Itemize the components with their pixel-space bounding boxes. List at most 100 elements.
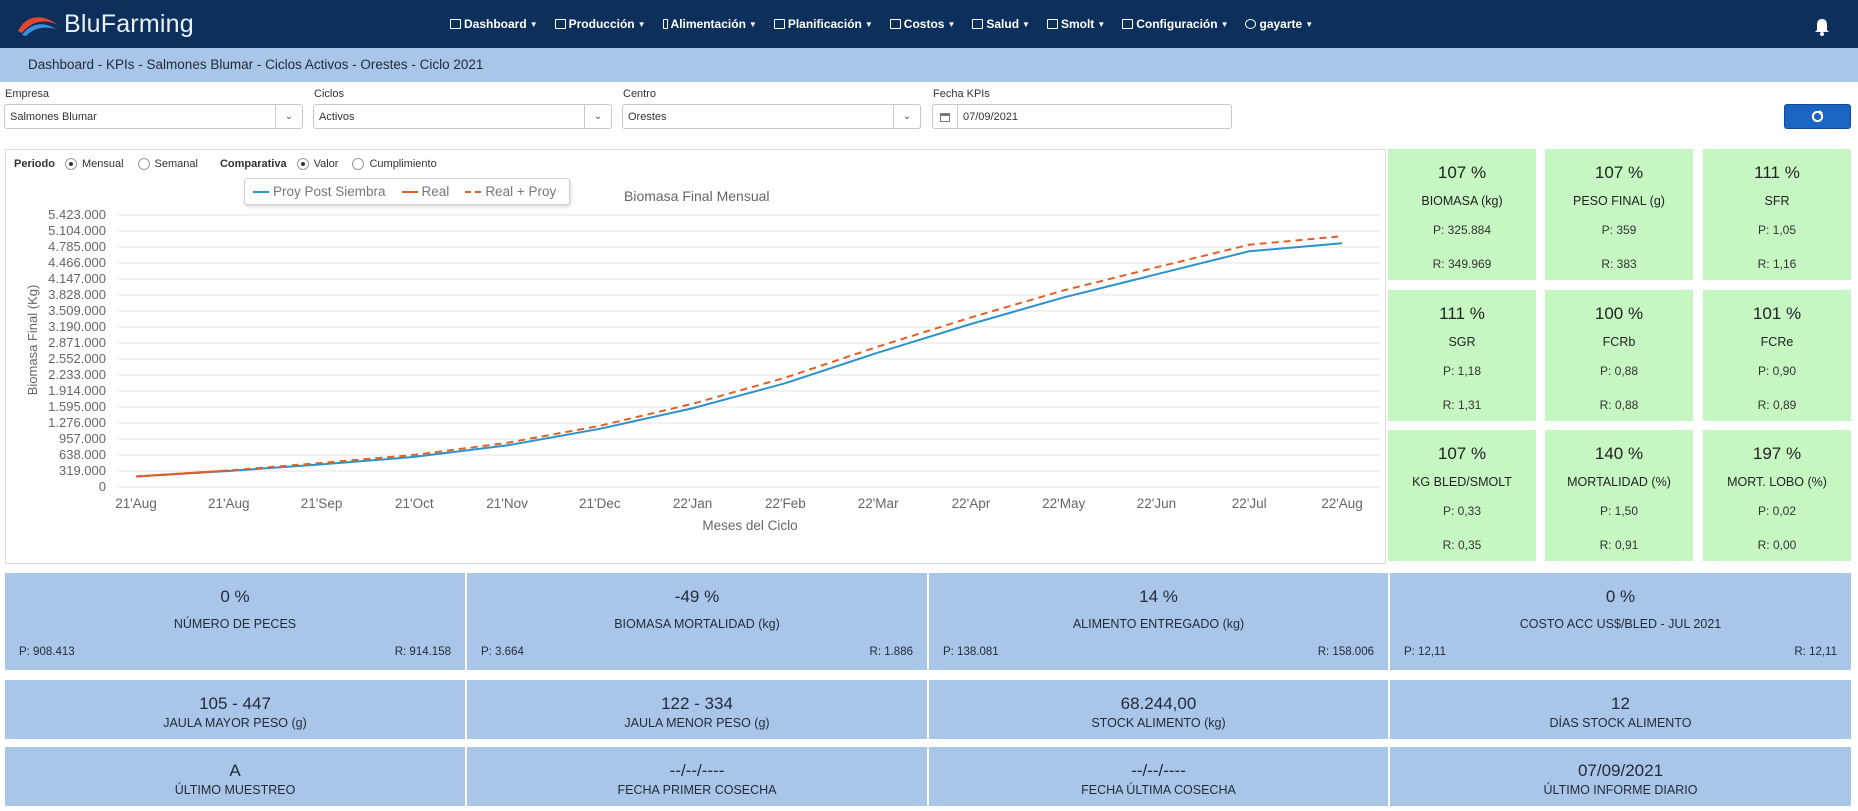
kpi-plan-value: P: 359 [1601, 223, 1637, 237]
kpi-card[interactable]: 101 % FCRe P: 0,90 R: 0,89 [1703, 290, 1851, 421]
kpi-card[interactable]: 107 % KG BLED/SMOLT P: 0,33 R: 0,35 [1388, 430, 1536, 561]
legend-item[interactable]: Real [401, 184, 450, 199]
radio-mensual[interactable]: Mensual [64, 158, 124, 170]
y-tick-label: 1.595.000 [48, 399, 106, 414]
ciclos-select[interactable]: Activos ⌄ [313, 104, 612, 129]
series-line-0[interactable] [135, 242, 1343, 478]
x-tick-label: 21'Sep [301, 496, 343, 511]
chevron-down-icon[interactable]: ⌄ [584, 105, 611, 128]
ciclos-value: Activos [319, 111, 355, 123]
kpi-card[interactable]: 140 % MORTALIDAD (%) P: 1,50 R: 0,91 [1545, 430, 1693, 561]
kpi-real-value: R: 383 [1601, 257, 1637, 271]
kpi-plan-value: P: 0,02 [1757, 504, 1797, 518]
summary-card[interactable]: 0 % COSTO ACC US$/BLED - JUL 2021 P: 12,11… [1390, 573, 1851, 670]
legend-item[interactable]: Real + Proy [465, 184, 556, 199]
kpi-card[interactable]: 107 % BIOMASA (kg) P: 325.884 R: 349.969 [1388, 149, 1536, 280]
nav-produccion[interactable]: Producción ▼ [554, 17, 646, 31]
y-tick-label: 2.233.000 [48, 367, 106, 382]
kpi-card[interactable]: 107 % PESO FINAL (g) P: 359 R: 383 [1545, 149, 1693, 280]
empresa-label: Empresa [5, 88, 50, 100]
y-tick-label: 3.190.000 [48, 319, 106, 334]
kpi-card[interactable]: 100 % FCRb P: 0,88 R: 0,88 [1545, 290, 1693, 421]
info-card[interactable]: 07/09/2021 ÚLTIMO INFORME DIARIO [1390, 747, 1851, 806]
nav-user[interactable]: gayarte ▼ [1245, 17, 1313, 31]
x-tick-label: 22'Feb [765, 496, 806, 511]
refresh-button[interactable] [1784, 104, 1851, 129]
radio-label: Valor [313, 158, 339, 170]
nav-smolt[interactable]: Smolt ▼ [1046, 17, 1105, 31]
kpi-card[interactable]: 111 % SGR P: 1,18 R: 1,31 [1388, 290, 1536, 421]
legend-label: Real [421, 184, 450, 199]
nav-label: Salud [986, 17, 1020, 31]
chevron-down-icon[interactable]: ⌄ [275, 105, 302, 128]
chart-title: Biomasa Final Mensual [624, 188, 770, 204]
y-tick-label: 4.147.000 [48, 271, 106, 286]
info-card[interactable]: A ÚLTIMO MUESTREO [5, 747, 465, 806]
radio-icon [296, 158, 309, 170]
summary-percent: -49 % [674, 587, 720, 606]
fecha-label: Fecha KPIs [933, 88, 990, 100]
x-tick-label: 21'Aug [208, 496, 250, 511]
nav-alimentacion[interactable]: Alimentación ▼ [662, 17, 757, 31]
x-tick-label: 21'Aug [115, 496, 157, 511]
info-card[interactable]: --/--/---- FECHA ÚLTIMA COSECHA [929, 747, 1388, 806]
centro-select[interactable]: Orestes ⌄ [622, 104, 921, 129]
bell-icon[interactable] [1814, 18, 1830, 41]
nav-dashboard[interactable]: Dashboard ▼ [450, 17, 538, 31]
y-tick-label: 4.785.000 [48, 239, 106, 254]
info-card[interactable]: 68.244,00 STOCK ALIMENTO (kg) [929, 680, 1388, 739]
calendar-icon[interactable] [933, 105, 958, 128]
kpi-real-value: R: 1,31 [1442, 398, 1482, 412]
legend-item[interactable]: Proy Post Siembra [253, 184, 386, 199]
radio-cumplimiento[interactable]: Cumplimiento [352, 158, 437, 170]
fecha-kpis-input[interactable]: 07/09/2021 [932, 104, 1232, 129]
info-card[interactable]: 105 - 447 JAULA MAYOR PESO (g) [5, 680, 465, 739]
summary-name: ALIMENTO ENTREGADO (kg) [1072, 617, 1245, 631]
user-icon [1245, 19, 1257, 29]
empresa-select[interactable]: Salmones Blumar ⌄ [4, 104, 303, 129]
summary-name: COSTO ACC US$/BLED - JUL 2021 [1519, 617, 1722, 631]
x-tick-label: 22'Aug [1321, 496, 1363, 511]
nav-planificacion[interactable]: Planificación ▼ [773, 17, 873, 31]
planning-icon [773, 19, 785, 29]
x-axis-label: Meses del Ciclo [702, 518, 797, 533]
y-tick-label: 957.000 [59, 431, 106, 446]
ciclos-label: Ciclos [314, 88, 344, 100]
kpi-real-value: R: 0,88 [1599, 398, 1639, 412]
nav-label: Smolt [1060, 17, 1095, 31]
chart-legend: Proy Post Siembra Real Real + Proy [244, 178, 570, 205]
nav-salud[interactable]: Salud ▼ [972, 17, 1030, 31]
kpi-name: FCRe [1760, 335, 1794, 349]
info-card[interactable]: 122 - 334 JAULA MENOR PESO (g) [467, 680, 927, 739]
kpi-percent: 140 % [1594, 444, 1644, 463]
summary-card[interactable]: -49 % BIOMASA MORTALIDAD (kg) P: 3.664 R: 1… [467, 573, 927, 670]
kpi-plan-value: P: 1,18 [1442, 364, 1482, 378]
info-card[interactable]: --/--/---- FECHA PRIMER COSECHA [467, 747, 927, 806]
info-value: --/--/---- [1131, 761, 1186, 780]
kpi-real-value: R: 0,35 [1442, 538, 1482, 552]
chevron-down-icon[interactable]: ⌄ [893, 105, 920, 128]
info-card[interactable]: 12 DÍAS STOCK ALIMENTO [1390, 680, 1851, 739]
comparativa-label: Comparativa [219, 158, 287, 170]
summary-real-value: R: 158.006 [1317, 646, 1374, 658]
nav-costos[interactable]: Costos ▼ [889, 17, 955, 31]
summary-card[interactable]: 0 % NÚMERO DE PECES P: 908.413 R: 914.158 [5, 573, 465, 670]
x-tick-label: 22'Jan [673, 496, 712, 511]
x-tick-label: 22'May [1042, 496, 1085, 511]
info-name: STOCK ALIMENTO (kg) [1091, 716, 1226, 730]
radio-semanal[interactable]: Semanal [137, 158, 198, 170]
chevron-down-icon: ▼ [1022, 19, 1030, 29]
radio-label: Semanal [154, 158, 198, 170]
kpi-card[interactable]: 111 % SFR P: 1,05 R: 1,16 [1703, 149, 1851, 280]
kpi-card[interactable]: 197 % MORT. LOBO (%) P: 0,02 R: 0,00 [1703, 430, 1851, 561]
kpi-percent: 197 % [1752, 444, 1802, 463]
y-tick-label: 2.552.000 [48, 351, 106, 366]
nav-configuracion[interactable]: Configuración ▼ [1122, 17, 1228, 31]
brand-logo[interactable]: BluFarming [16, 9, 194, 39]
summary-card[interactable]: 14 % ALIMENTO ENTREGADO (kg) P: 138.081 R: … [929, 573, 1388, 670]
chart-options: Periodo Mensual Semanal Comparativa Valo… [14, 158, 451, 170]
kpi-plan-value: P: 0,88 [1599, 364, 1639, 378]
radio-valor[interactable]: Valor [296, 158, 339, 170]
kpi-name: BIOMASA (kg) [1421, 194, 1503, 208]
refresh-icon [1811, 110, 1824, 123]
